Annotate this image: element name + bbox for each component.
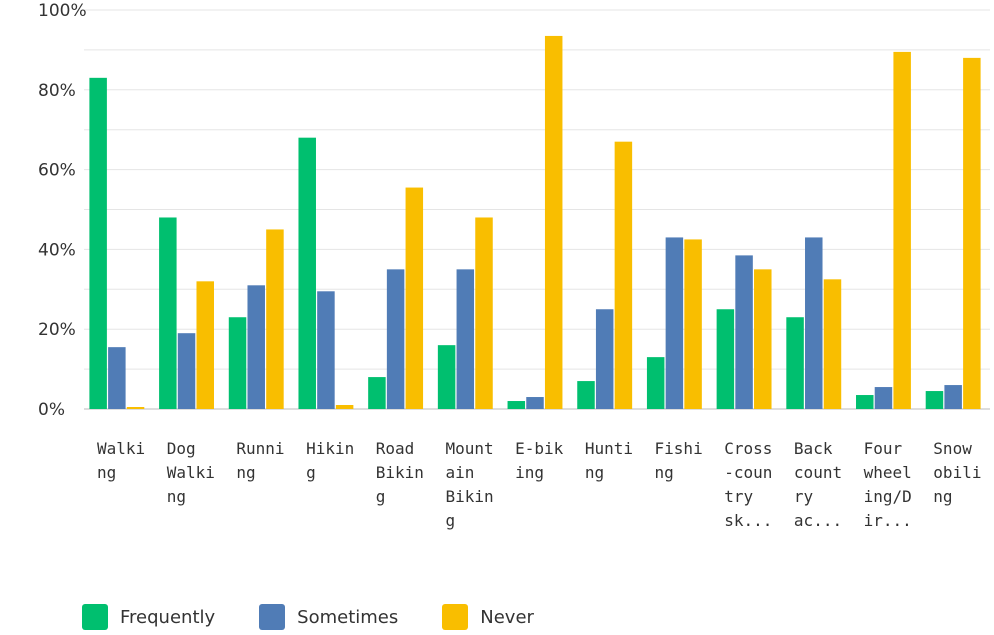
bar-never-4[interactable]	[406, 188, 424, 409]
bar-frequently-1[interactable]	[159, 217, 177, 409]
bar-frequently-5[interactable]	[438, 345, 456, 409]
y-axis-tick-labels: 0% 20% 40% 60% 80% 100%	[38, 1, 87, 420]
x-tick-label: Back count ry ac...	[794, 439, 842, 530]
legend-swatch-never	[442, 604, 468, 630]
bar-sometimes-12[interactable]	[944, 385, 962, 409]
x-tick-label: Mount ain Bikin g	[445, 439, 493, 530]
legend-item-frequently[interactable]: Frequently	[82, 604, 215, 630]
x-tick-label: E-bik ing	[515, 439, 564, 482]
bar-never-0[interactable]	[127, 407, 144, 409]
y-tick-label: 100%	[38, 1, 87, 21]
bar-frequently-10[interactable]	[786, 317, 804, 409]
legend-item-sometimes[interactable]: Sometimes	[259, 604, 398, 630]
x-tick-label: Hikin g	[306, 439, 354, 482]
bar-sometimes-3[interactable]	[317, 291, 335, 409]
bar-sometimes-4[interactable]	[387, 269, 405, 409]
bar-sometimes-8[interactable]	[666, 237, 684, 409]
bar-sometimes-2[interactable]	[247, 285, 265, 409]
bar-frequently-3[interactable]	[298, 138, 316, 409]
x-tick-label: Walki ng	[97, 439, 145, 482]
bar-frequently-2[interactable]	[229, 317, 247, 409]
bar-frequently-6[interactable]	[508, 401, 526, 409]
bar-never-6[interactable]	[545, 36, 563, 409]
bar-never-12[interactable]	[963, 58, 981, 409]
x-tick-label: Road Bikin g	[376, 439, 424, 506]
bar-frequently-4[interactable]	[368, 377, 386, 409]
bar-sometimes-10[interactable]	[805, 237, 823, 409]
legend-label-never: Never	[480, 607, 534, 628]
x-tick-label: Snow obili ng	[933, 439, 981, 506]
x-axis-category-labels: Walki ng Dog Walki ng Runni ng Hikin g Road Bikin g…	[97, 439, 981, 530]
legend-label-sometimes: Sometimes	[297, 607, 398, 628]
bar-never-1[interactable]	[196, 281, 214, 409]
bar-sometimes-1[interactable]	[178, 333, 196, 409]
bar-never-10[interactable]	[824, 279, 842, 409]
grid-lines	[84, 10, 990, 409]
bar-sometimes-11[interactable]	[875, 387, 893, 409]
y-tick-label: 60%	[38, 161, 76, 181]
y-tick-label: 0%	[38, 400, 65, 420]
bar-frequently-9[interactable]	[717, 309, 735, 409]
legend-item-never[interactable]: Never	[442, 604, 534, 630]
bar-sometimes-5[interactable]	[457, 269, 475, 409]
bar-frequently-8[interactable]	[647, 357, 665, 409]
bar-sometimes-9[interactable]	[735, 255, 753, 409]
x-tick-label: Cross -coun try sk...	[724, 439, 772, 530]
bar-never-2[interactable]	[266, 229, 284, 409]
y-tick-label: 40%	[38, 240, 76, 260]
legend-label-frequently: Frequently	[120, 607, 215, 628]
y-tick-label: 80%	[38, 81, 76, 101]
bar-never-7[interactable]	[615, 142, 633, 409]
legend: Frequently Sometimes Never	[82, 604, 578, 630]
y-tick-label: 20%	[38, 320, 76, 340]
bar-frequently-11[interactable]	[856, 395, 874, 409]
bar-never-9[interactable]	[754, 269, 772, 409]
bars	[89, 36, 980, 409]
legend-swatch-sometimes	[259, 604, 285, 630]
x-tick-label: Fishi ng	[655, 439, 703, 482]
x-tick-label: Runni ng	[236, 439, 284, 482]
bar-frequently-7[interactable]	[577, 381, 595, 409]
bar-chart: 0% 20% 40% 60% 80% 100% Walki ng Dog Walki ng Runn…	[0, 0, 994, 600]
bar-never-11[interactable]	[893, 52, 911, 409]
bar-frequently-12[interactable]	[926, 391, 944, 409]
x-tick-label: Hunti ng	[585, 439, 633, 482]
bar-sometimes-7[interactable]	[596, 309, 614, 409]
bar-never-5[interactable]	[475, 217, 493, 409]
bar-sometimes-6[interactable]	[526, 397, 544, 409]
x-tick-label: Four wheel ing/D ir...	[864, 439, 912, 530]
bar-never-3[interactable]	[336, 405, 354, 409]
bar-frequently-0[interactable]	[89, 78, 107, 409]
legend-swatch-frequently	[82, 604, 108, 630]
bar-sometimes-0[interactable]	[108, 347, 126, 409]
x-tick-label: Dog Walki ng	[167, 439, 215, 506]
bar-never-8[interactable]	[684, 239, 702, 409]
